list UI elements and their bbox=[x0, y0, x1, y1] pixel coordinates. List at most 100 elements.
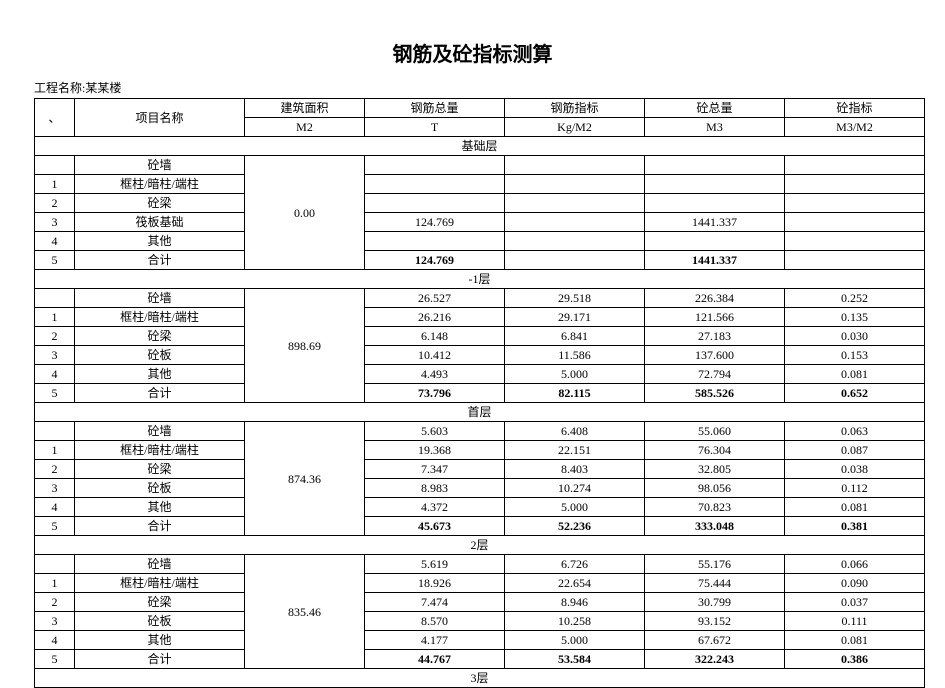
concrete-index-cell: 0.252 bbox=[785, 289, 925, 308]
table-row: 2砼梁 bbox=[35, 194, 925, 213]
area-cell: 835.46 bbox=[245, 555, 365, 669]
concrete-total-cell: 333.048 bbox=[645, 517, 785, 536]
concrete-index-cell: 0.030 bbox=[785, 327, 925, 346]
rebar-total-cell: 5.619 bbox=[365, 555, 505, 574]
row-name: 砼梁 bbox=[75, 194, 245, 213]
project-name: 工程名称:某某楼 bbox=[34, 79, 911, 96]
table-row: 2砼梁7.4748.94630.7990.037 bbox=[35, 593, 925, 612]
data-table: 、项目名称建筑面积钢筋总量钢筋指标砼总量砼指标M2TKg/M2M3M3/M2基础… bbox=[34, 98, 925, 688]
rebar-total-cell: 26.527 bbox=[365, 289, 505, 308]
rebar-total-cell bbox=[365, 175, 505, 194]
row-name: 其他 bbox=[75, 365, 245, 384]
row-number: 2 bbox=[35, 460, 75, 479]
page-title: 钢筋及砼指标测算 bbox=[34, 38, 911, 67]
rebar-total-cell: 4.372 bbox=[365, 498, 505, 517]
table-row: 5合计73.79682.115585.5260.652 bbox=[35, 384, 925, 403]
rebar-total-cell bbox=[365, 232, 505, 251]
rebar-total-cell: 4.177 bbox=[365, 631, 505, 650]
concrete-index-cell: 0.063 bbox=[785, 422, 925, 441]
rebar-total-cell: 4.493 bbox=[365, 365, 505, 384]
rebar-index-cell bbox=[505, 175, 645, 194]
corner-cell: 、 bbox=[35, 99, 75, 137]
row-number: 4 bbox=[35, 365, 75, 384]
table-row: 砼墙835.465.6196.72655.1760.066 bbox=[35, 555, 925, 574]
table-row: 3砼板8.57010.25893.1520.111 bbox=[35, 612, 925, 631]
row-number: 4 bbox=[35, 232, 75, 251]
concrete-total-cell: 30.799 bbox=[645, 593, 785, 612]
rebar-index-cell: 22.654 bbox=[505, 574, 645, 593]
rebar-index-cell: 29.171 bbox=[505, 308, 645, 327]
concrete-index-cell: 0.038 bbox=[785, 460, 925, 479]
header-concrete-unit: M3 bbox=[645, 118, 785, 137]
row-name: 合计 bbox=[75, 251, 245, 270]
concrete-total-cell: 70.823 bbox=[645, 498, 785, 517]
row-number: 1 bbox=[35, 175, 75, 194]
concrete-index-cell bbox=[785, 194, 925, 213]
row-number: 2 bbox=[35, 593, 75, 612]
row-name: 框柱/暗柱/端柱 bbox=[75, 175, 245, 194]
concrete-total-cell: 27.183 bbox=[645, 327, 785, 346]
concrete-total-cell: 121.566 bbox=[645, 308, 785, 327]
row-number: 5 bbox=[35, 517, 75, 536]
table-row: 4其他4.4935.00072.7940.081 bbox=[35, 365, 925, 384]
rebar-index-cell: 6.408 bbox=[505, 422, 645, 441]
rebar-index-cell: 6.726 bbox=[505, 555, 645, 574]
rebar-index-cell: 5.000 bbox=[505, 498, 645, 517]
concrete-index-cell bbox=[785, 156, 925, 175]
header-area-unit: M2 bbox=[245, 118, 365, 137]
row-name: 其他 bbox=[75, 232, 245, 251]
rebar-index-cell bbox=[505, 232, 645, 251]
rebar-index-cell: 11.586 bbox=[505, 346, 645, 365]
row-number: 5 bbox=[35, 650, 75, 669]
section-header: 2层 bbox=[35, 536, 925, 555]
concrete-index-cell: 0.381 bbox=[785, 517, 925, 536]
concrete-index-cell: 0.153 bbox=[785, 346, 925, 365]
table-row: 砼墙898.6926.52729.518226.3840.252 bbox=[35, 289, 925, 308]
area-cell: 0.00 bbox=[245, 156, 365, 270]
rebar-total-cell: 45.673 bbox=[365, 517, 505, 536]
concrete-index-cell: 0.135 bbox=[785, 308, 925, 327]
table-row: 3砼板8.98310.27498.0560.112 bbox=[35, 479, 925, 498]
concrete-index-cell: 0.081 bbox=[785, 631, 925, 650]
row-number: 3 bbox=[35, 479, 75, 498]
rebar-index-cell: 5.000 bbox=[505, 365, 645, 384]
row-name: 砼墙 bbox=[75, 156, 245, 175]
concrete-total-cell: 585.526 bbox=[645, 384, 785, 403]
table-row: 1框柱/暗柱/端柱18.92622.65475.4440.090 bbox=[35, 574, 925, 593]
concrete-index-cell bbox=[785, 213, 925, 232]
row-name: 框柱/暗柱/端柱 bbox=[75, 574, 245, 593]
table-row: 3砼板10.41211.586137.6000.153 bbox=[35, 346, 925, 365]
rebar-index-cell: 22.151 bbox=[505, 441, 645, 460]
table-row: 砼墙0.00 bbox=[35, 156, 925, 175]
concrete-total-cell bbox=[645, 194, 785, 213]
row-name: 筏板基础 bbox=[75, 213, 245, 232]
concrete-total-cell: 322.243 bbox=[645, 650, 785, 669]
row-name: 砼梁 bbox=[75, 327, 245, 346]
row-number: 1 bbox=[35, 574, 75, 593]
concrete-index-cell: 0.386 bbox=[785, 650, 925, 669]
table-row: 4其他4.1775.00067.6720.081 bbox=[35, 631, 925, 650]
rebar-total-cell: 7.474 bbox=[365, 593, 505, 612]
concrete-total-cell: 55.176 bbox=[645, 555, 785, 574]
rebar-index-cell: 52.236 bbox=[505, 517, 645, 536]
rebar-index-cell: 10.274 bbox=[505, 479, 645, 498]
concrete-index-cell: 0.090 bbox=[785, 574, 925, 593]
concrete-total-cell: 72.794 bbox=[645, 365, 785, 384]
table-row: 2砼梁6.1486.84127.1830.030 bbox=[35, 327, 925, 346]
rebar-index-cell: 5.000 bbox=[505, 631, 645, 650]
rebar-total-cell: 19.368 bbox=[365, 441, 505, 460]
concrete-total-cell: 137.600 bbox=[645, 346, 785, 365]
section-header: -1层 bbox=[35, 270, 925, 289]
table-row: 1框柱/暗柱/端柱 bbox=[35, 175, 925, 194]
table-row: 5合计45.67352.236333.0480.381 bbox=[35, 517, 925, 536]
concrete-index-cell: 0.652 bbox=[785, 384, 925, 403]
table-row: 1框柱/暗柱/端柱26.21629.171121.5660.135 bbox=[35, 308, 925, 327]
row-name: 砼板 bbox=[75, 479, 245, 498]
row-number: 1 bbox=[35, 441, 75, 460]
row-name: 其他 bbox=[75, 498, 245, 517]
rebar-index-cell: 10.258 bbox=[505, 612, 645, 631]
row-name: 砼梁 bbox=[75, 593, 245, 612]
concrete-index-cell: 0.087 bbox=[785, 441, 925, 460]
concrete-index-cell: 0.111 bbox=[785, 612, 925, 631]
rebar-index-cell: 53.584 bbox=[505, 650, 645, 669]
